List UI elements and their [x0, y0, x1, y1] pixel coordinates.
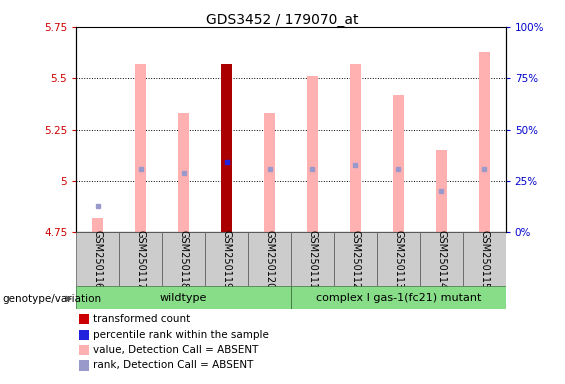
Bar: [76, 286, 291, 309]
Bar: [205, 232, 248, 286]
Text: GSM250118: GSM250118: [179, 230, 189, 289]
Bar: [334, 232, 377, 286]
Text: percentile rank within the sample: percentile rank within the sample: [93, 330, 269, 340]
Text: GSM250113: GSM250113: [393, 230, 403, 289]
Text: GSM250119: GSM250119: [221, 230, 232, 289]
Text: genotype/variation: genotype/variation: [3, 294, 102, 304]
Bar: [136, 64, 146, 232]
Text: rank, Detection Call = ABSENT: rank, Detection Call = ABSENT: [93, 361, 254, 371]
Bar: [307, 76, 318, 232]
Bar: [179, 113, 189, 232]
Text: GSM250120: GSM250120: [264, 230, 275, 289]
Bar: [162, 232, 205, 286]
Text: GDS3452 / 179070_at: GDS3452 / 179070_at: [206, 13, 359, 27]
Bar: [291, 232, 334, 286]
Bar: [377, 232, 420, 286]
Text: GSM250116: GSM250116: [93, 230, 103, 289]
Text: wildtype: wildtype: [160, 293, 207, 303]
Text: GSM250115: GSM250115: [479, 230, 489, 289]
Text: GSM250111: GSM250111: [307, 230, 318, 289]
Text: GSM250112: GSM250112: [350, 230, 360, 289]
Bar: [248, 232, 291, 286]
Bar: [479, 51, 489, 232]
Text: GSM250114: GSM250114: [436, 230, 446, 289]
Bar: [291, 286, 506, 309]
Bar: [350, 64, 360, 232]
Text: GSM250117: GSM250117: [136, 230, 146, 289]
Bar: [463, 232, 506, 286]
Bar: [221, 64, 232, 232]
Text: complex I gas-1(fc21) mutant: complex I gas-1(fc21) mutant: [316, 293, 481, 303]
Bar: [76, 232, 119, 286]
Bar: [93, 218, 103, 232]
Bar: [393, 95, 403, 232]
Text: value, Detection Call = ABSENT: value, Detection Call = ABSENT: [93, 345, 259, 355]
Bar: [119, 232, 162, 286]
Bar: [436, 150, 446, 232]
Bar: [420, 232, 463, 286]
Bar: [264, 113, 275, 232]
Text: transformed count: transformed count: [93, 314, 190, 324]
